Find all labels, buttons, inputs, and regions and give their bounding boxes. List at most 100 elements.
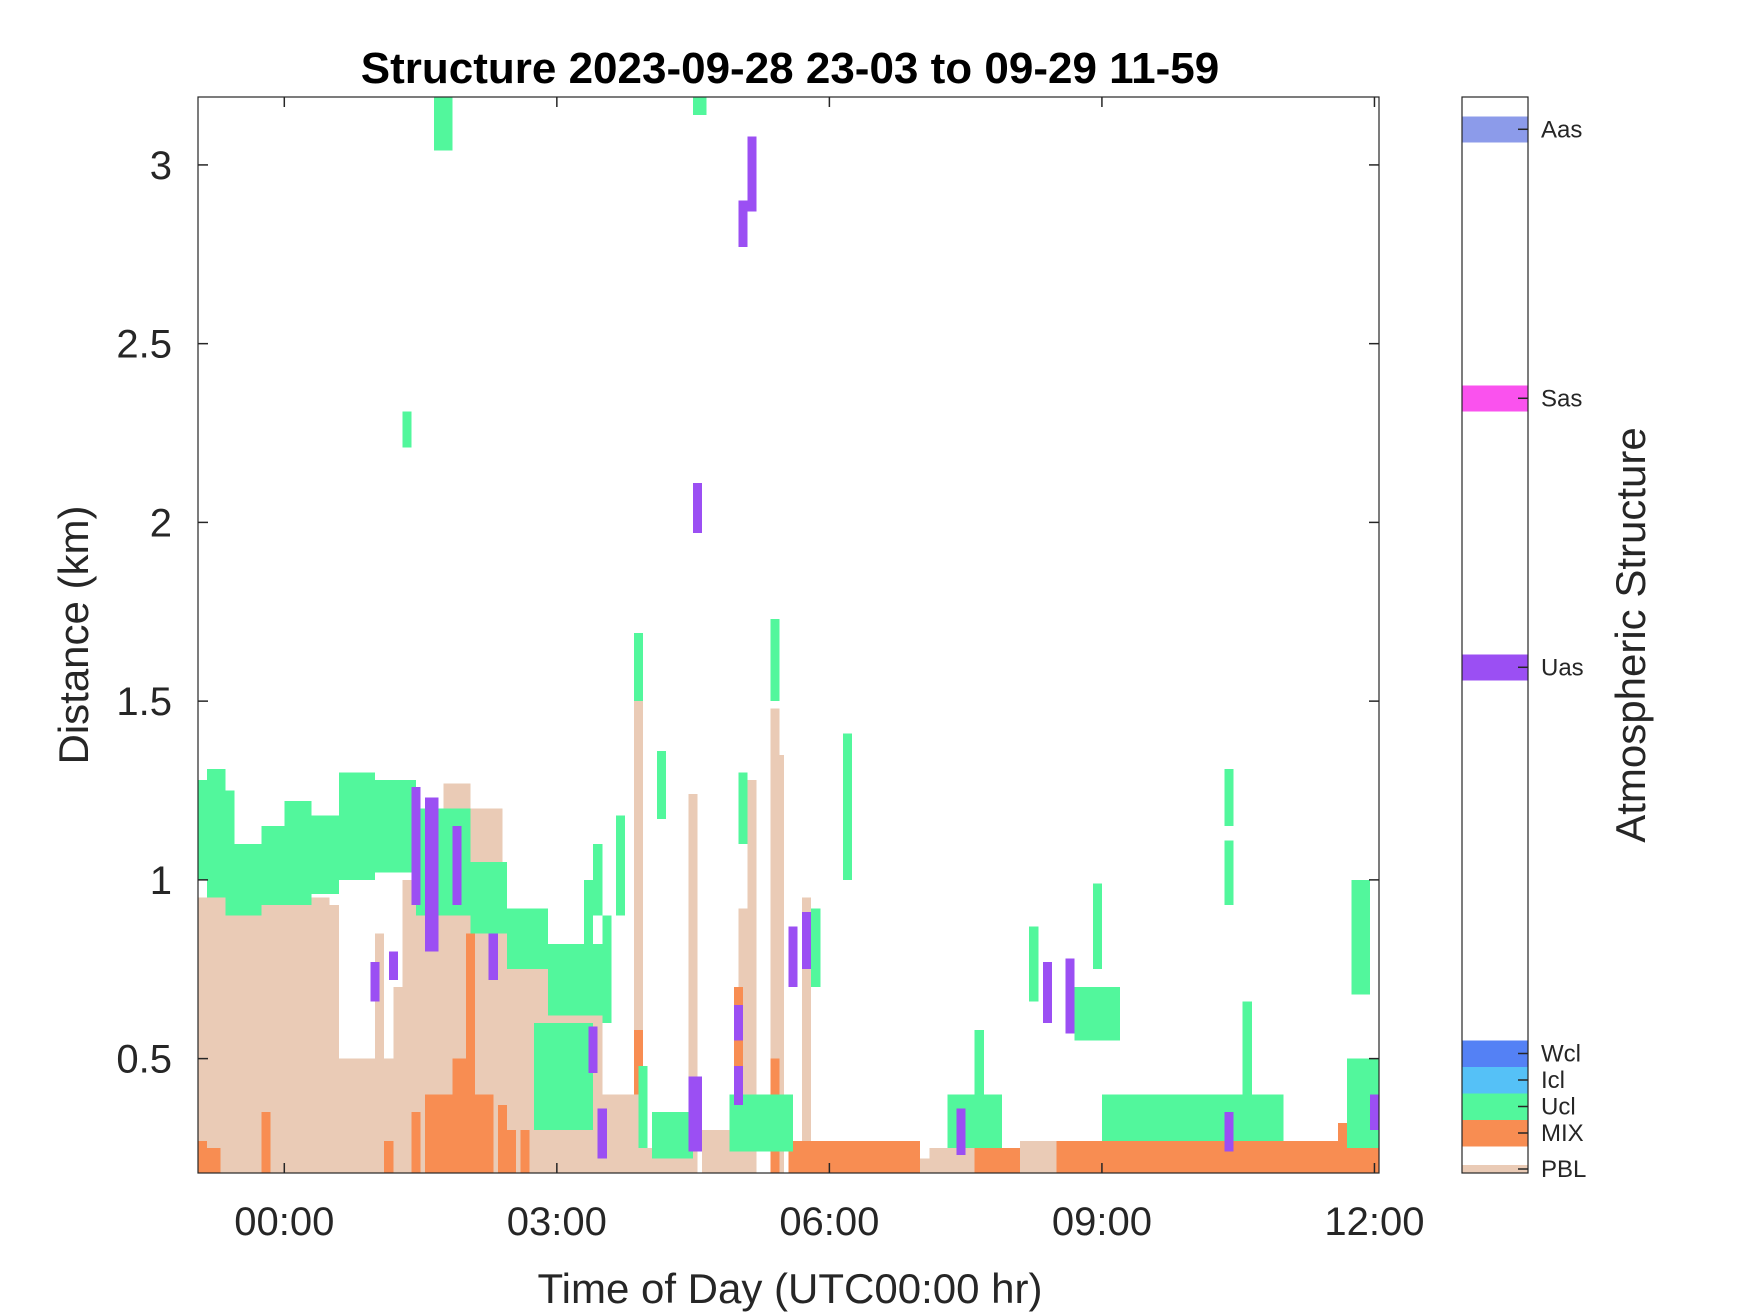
cell-ucl	[198, 779, 208, 880]
cell-ucl	[615, 815, 625, 916]
plot-area: 00:00 03:00 06:00 09:00 12:00 0.5 1 1.5 2 2.5 3	[116, 96, 1425, 1244]
cell-uas	[688, 1076, 703, 1152]
cell-ucl	[1224, 769, 1234, 827]
cell-ucl	[534, 1022, 594, 1131]
x-tick-label: 03:00	[507, 1200, 607, 1244]
cell-uas	[488, 933, 498, 980]
y-tick-label: 1.5	[116, 680, 172, 724]
cell-ucl	[416, 808, 471, 916]
colorbar-label-sas: Sas	[1541, 385, 1582, 412]
cell-mix	[198, 1140, 208, 1173]
colorbar-background	[1462, 97, 1528, 1173]
cell-ucl	[811, 908, 821, 988]
colorbar-label-mix: MIX	[1541, 1120, 1584, 1147]
cell-ucl	[547, 944, 603, 1016]
cell-pbl	[393, 987, 403, 1173]
colorbar-swatch-wcl	[1462, 1040, 1528, 1067]
cell-uas	[747, 136, 757, 212]
cell-ucl	[693, 97, 707, 115]
cell-ucl	[234, 844, 262, 916]
cell-ucl	[225, 790, 235, 916]
y-tick-label: 2	[150, 501, 172, 545]
colorbar-label-icl: Icl	[1541, 1067, 1565, 1094]
cell-ucl	[284, 801, 312, 905]
colorbar-swatch-mix	[1462, 1120, 1528, 1147]
chart-title: Structure 2023-09-28 23-03 to 09-29 11-5…	[361, 44, 1220, 93]
cell-mix	[974, 1147, 1021, 1173]
cell-mix	[506, 1130, 516, 1173]
cell-ucl	[506, 908, 548, 970]
colorbar-label-wcl: Wcl	[1541, 1041, 1581, 1068]
x-tick-label: 06:00	[779, 1200, 879, 1244]
cell-mix	[452, 1058, 466, 1173]
cell-ucl	[634, 633, 644, 702]
cell-uas	[388, 951, 398, 980]
axis-ticks: 00:00 03:00 06:00 09:00 12:00 0.5 1 1.5 2 2.5 3	[116, 97, 1425, 1244]
cell-ucl	[338, 772, 376, 880]
cell-uas	[738, 200, 748, 248]
cell-ucl	[652, 1112, 694, 1159]
cell-uas	[1369, 1094, 1379, 1131]
colorbar-swatch-icl	[1462, 1067, 1528, 1094]
colorbar-swatch-sas	[1462, 385, 1528, 412]
cell-ucl	[584, 879, 594, 988]
cell-ucl	[1242, 1001, 1252, 1113]
cell-mix	[465, 933, 476, 1173]
cell-ucl	[402, 411, 412, 448]
cell-ucl	[1224, 840, 1234, 905]
x-tick-label: 12:00	[1324, 1200, 1424, 1244]
cell-uas	[1065, 958, 1075, 1034]
cell-mix	[497, 1105, 507, 1173]
cell-ucl	[738, 772, 748, 845]
cell-uas	[588, 1026, 598, 1073]
cell-ucl	[311, 815, 339, 895]
cell-ucl	[974, 1030, 984, 1095]
colorbar-label-aas: Aas	[1541, 116, 1582, 143]
colorbar-frame	[1461, 96, 1529, 1174]
cell-uas	[788, 926, 798, 988]
cell-pbl	[802, 897, 812, 1173]
cell-ucl	[470, 861, 507, 934]
colorbar-swatch-aas	[1462, 116, 1528, 143]
cell-uas	[733, 1004, 744, 1041]
y-tick-label: 0.5	[116, 1038, 172, 1082]
cell-ucl	[593, 844, 603, 916]
cell-ucl	[1351, 879, 1370, 995]
y-tick-label: 2.5	[116, 323, 172, 367]
cell-mix	[384, 1140, 394, 1173]
y-tick-label: 3	[150, 144, 172, 188]
cell-ucl	[375, 779, 417, 873]
cell-pbl	[779, 754, 784, 1173]
cell-uas	[370, 962, 380, 1002]
cell-uas	[597, 1108, 607, 1159]
cell-pbl	[688, 794, 698, 1173]
cell-mix	[634, 1030, 644, 1095]
cell-pbl	[402, 879, 417, 1173]
cell-pbl	[634, 701, 644, 1173]
cell-ucl	[261, 826, 285, 905]
cell-uas	[693, 483, 703, 534]
colorbar-swatches	[1462, 116, 1528, 1173]
cell-ucl	[443, 97, 453, 151]
cell-pbl	[602, 1094, 635, 1173]
cell-ucl	[602, 915, 612, 1023]
cell-pbl	[1020, 1140, 1057, 1173]
cell-mix	[520, 1130, 530, 1173]
cell-uas	[1224, 1112, 1234, 1152]
cell-ucl	[1101, 1094, 1284, 1141]
cell-uas	[411, 786, 421, 905]
cell-pbl	[929, 1147, 975, 1173]
cell-ucl	[207, 769, 226, 898]
cell-ucl	[843, 733, 853, 880]
cell-mix	[475, 1094, 494, 1173]
colorbar-label-pbl: PBL	[1541, 1156, 1586, 1183]
colorbar-label-ucl: Ucl	[1541, 1094, 1576, 1121]
cell-uas	[452, 826, 462, 905]
colorbar-swatch-uas	[1462, 654, 1528, 681]
cell-pbl	[770, 708, 780, 1173]
cell-ucl	[1029, 926, 1039, 1002]
cell-uas	[425, 797, 439, 952]
cell-ucl	[947, 1094, 1002, 1148]
cell-ucl	[1074, 987, 1121, 1041]
